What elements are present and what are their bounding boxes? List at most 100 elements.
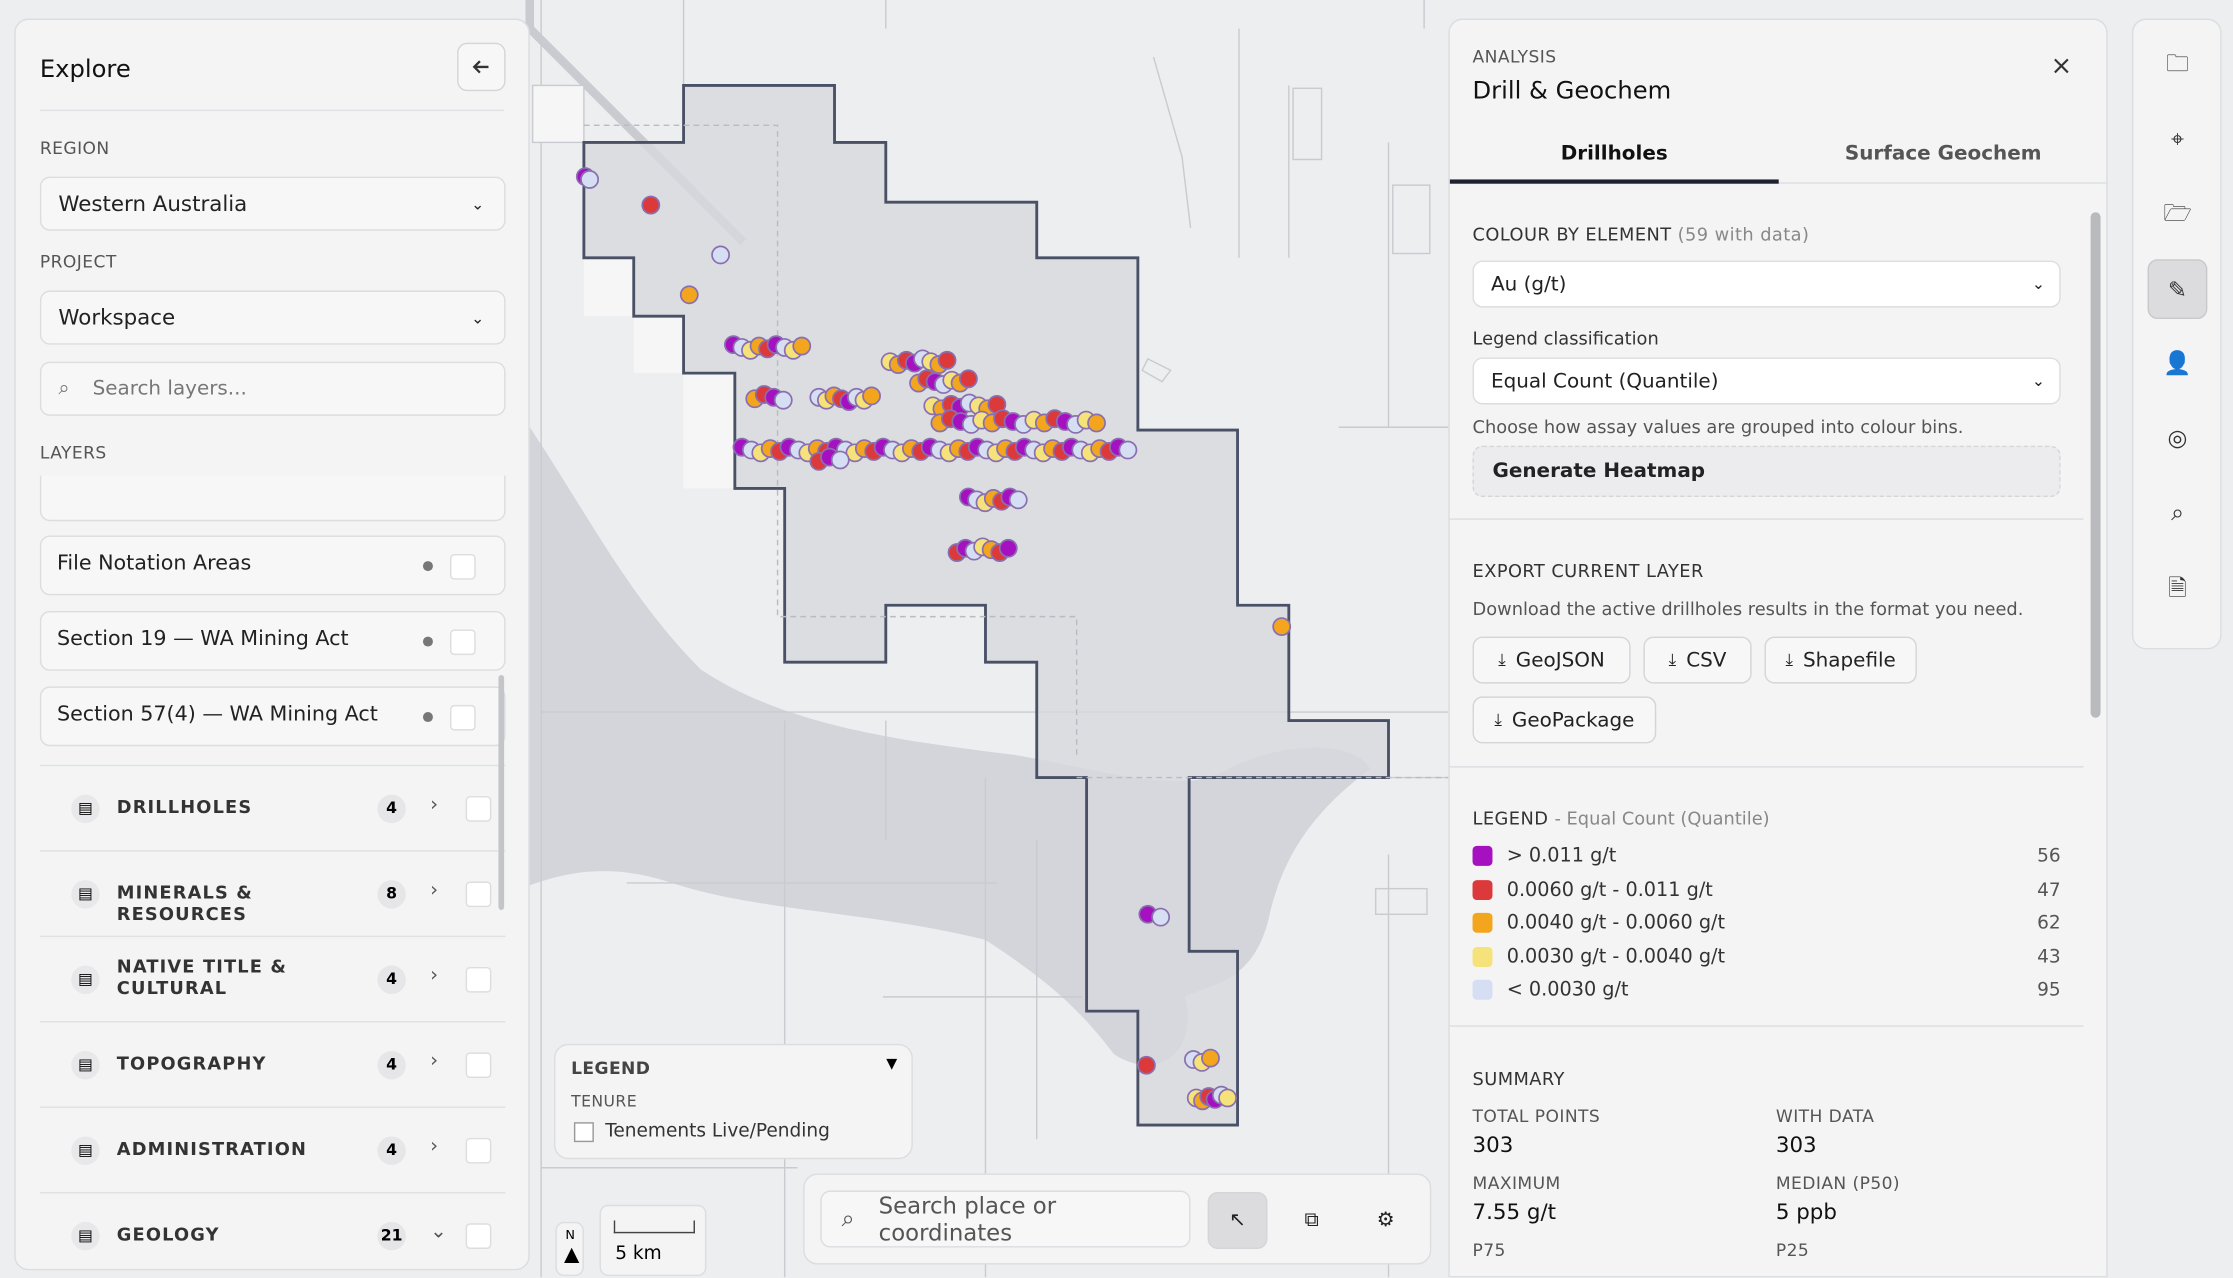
checkbox[interactable] [450,553,476,580]
drillhole-marker[interactable] [1201,1048,1220,1068]
download-icon: ⤓ [1785,649,1794,670]
scrollbar [2090,212,2101,718]
drillhole-marker[interactable] [773,390,793,410]
drillhole-marker[interactable] [958,369,978,389]
analysis-title: Drill & Geochem [1472,76,1672,106]
heatmap-button[interactable]: Generate Heatmap [1472,445,2061,498]
checkbox[interactable] [573,1122,594,1143]
tool-button[interactable]: ✎ [2147,258,2208,319]
tool-button[interactable]: 🗎 [2168,573,2187,601]
legend-swatch [1472,979,1493,1000]
drillhole-marker[interactable] [1137,1055,1156,1075]
checkbox[interactable] [465,1137,492,1164]
legend-label: < 0.0030 g/t [1506,978,1629,1002]
search-placeholder: Search layers... [92,377,247,401]
legend-item: Tenements Live/Pending [605,1120,830,1143]
layer-group[interactable]: ▤ ADMINISTRATION 4 › [39,1106,506,1194]
classification-select[interactable]: Equal Count (Quantile) ⌄ [1472,357,2061,405]
layer-group[interactable]: ▤ GEOLOGY 21 ⌄ [39,1191,506,1266]
tool-button[interactable]: ⌖ [2171,124,2184,152]
layer-group[interactable]: ▤ TOPOGRAPHY 4 › [39,1021,506,1108]
project-label: PROJECT [39,252,117,273]
drillhole-marker[interactable] [862,386,881,406]
select-tool[interactable]: ↖ [1207,1191,1268,1249]
download-icon: ⤓ [1494,709,1502,730]
checkbox[interactable] [465,796,492,822]
panel-title: Explore [39,55,131,85]
place-search[interactable]: ⌕ Search place or coordinates [820,1190,1191,1248]
layer-group[interactable]: ▤ DRILLHOLES 4 › [39,764,506,852]
drillhole-marker[interactable] [998,538,1018,558]
classification-value: Equal Count (Quantile) [1491,369,1719,393]
summary-value: 7.55 g/t [1472,1199,1557,1225]
drillhole-marker[interactable] [1218,1088,1237,1108]
drillhole-marker[interactable] [1118,440,1138,460]
drillhole-marker[interactable] [1087,413,1106,433]
drillhole-marker[interactable] [641,195,661,215]
drillhole-marker[interactable] [711,245,730,265]
export-label: CSV [1686,648,1727,672]
colour-label-text: COLOUR BY ELEMENT [1472,223,1672,245]
region-select[interactable]: Western Australia ⌄ [39,176,506,231]
collapse-icon[interactable]: ▼ [886,1056,898,1073]
drillhole-marker[interactable] [792,336,812,356]
export-button[interactable]: ⤓ Shapefile [1764,636,1917,684]
group-icon: ▤ [71,880,100,909]
checkbox[interactable] [465,966,492,993]
hint: Choose how assay values are grouped into… [1472,415,1964,438]
copy-tool[interactable]: ⧉ [1304,1209,1319,1232]
tool-button[interactable]: 🗀 [2166,49,2189,77]
group-icon: ▤ [71,1050,100,1080]
tool-button[interactable]: ⌕ [2171,498,2184,526]
layer-name: Section 57(4) — WA Mining Act [56,703,378,727]
legend-count: 62 [2037,912,2061,935]
drillhole-marker[interactable] [1272,617,1292,637]
layer-group[interactable]: ▤ MINERALS & RESOURCES 8 › [39,850,506,937]
kicker: ANALYSIS [1472,46,1557,67]
export-hint: Download the active drillholes results i… [1472,598,2024,620]
checkbox[interactable] [465,1052,492,1079]
group-name: ADMINISTRATION [116,1137,308,1160]
layer-group[interactable]: ▤ NATIVE TITLE & CULTURAL 4 › [39,935,506,1023]
chevron: › [430,793,439,817]
summary-label: P25 [1775,1240,1810,1261]
back-button[interactable] [457,42,506,92]
checkbox[interactable] [465,881,492,908]
export-button[interactable]: ⤓ GeoPackage [1472,696,1657,744]
close-button[interactable]: × [2050,51,2073,82]
settings-tool[interactable]: ⚙ [1376,1209,1395,1232]
drillhole-marker[interactable] [830,450,850,470]
layer-name: Section 19 — WA Mining Act [56,628,349,651]
tool-button[interactable]: 🗁 [2163,199,2192,227]
analysis-panel: ANALYSIS Drill & Geochem × Drillholes Su… [1448,18,2108,1278]
layer-card: File Notation Areas [39,535,506,596]
chevron: › [430,878,439,902]
export-button[interactable]: ⤓ CSV [1643,636,1752,684]
checkbox[interactable] [450,629,476,656]
legend-heading: LEGEND - Equal Count (Quantile) [1473,807,1770,828]
layer-search[interactable]: ⌕ Search layers... [39,361,506,416]
element-select[interactable]: Au (g/t) ⌄ [1472,260,2061,308]
drillhole-marker[interactable] [937,350,957,370]
tab[interactable]: Drillholes [1560,142,1668,166]
tool-button[interactable]: ◎ [2167,423,2188,451]
group-name: TOPOGRAPHY [116,1052,267,1074]
group-icon: ▤ [71,794,100,824]
drillhole-marker[interactable] [1008,490,1028,510]
checkbox[interactable] [450,704,476,731]
active-tab-indicator [1449,179,1779,184]
status-dot [422,712,433,723]
export-button[interactable]: ⤓ GeoJSON [1472,636,1631,684]
project-select[interactable]: Workspace ⌄ [39,290,506,345]
tool-button[interactable]: 👤 [2163,348,2192,376]
legend-label: LEGEND [1472,807,1549,829]
export-label: EXPORT CURRENT LAYER [1472,559,1704,582]
drillhole-marker[interactable] [1151,907,1171,927]
drillhole-marker[interactable] [580,170,599,189]
tab[interactable]: Surface Geochem [1844,142,2042,166]
checkbox[interactable] [465,1223,492,1249]
chevron: › [430,964,439,987]
icon [472,60,489,74]
drillhole-marker[interactable] [679,285,699,305]
layers-label: LAYERS [39,442,107,463]
